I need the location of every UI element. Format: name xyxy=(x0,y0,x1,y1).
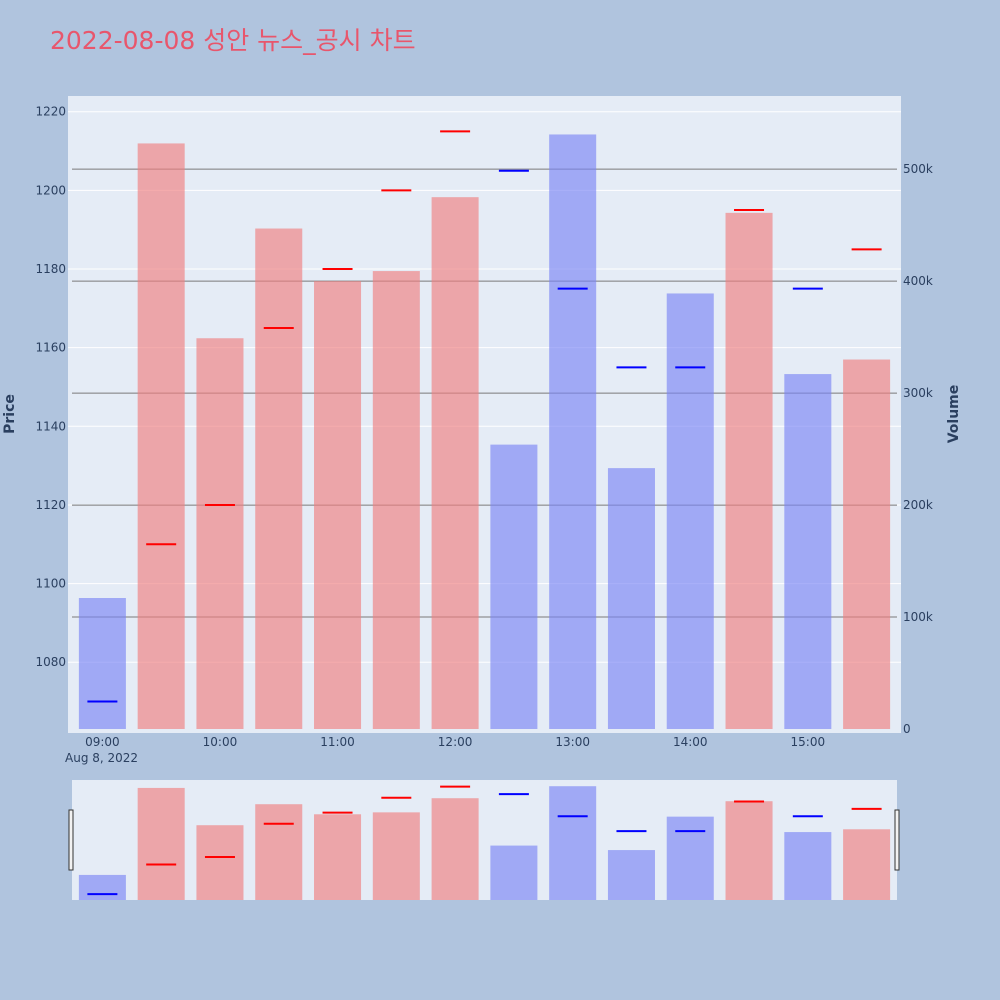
mini-volume-bar xyxy=(137,787,185,900)
price-tick-label: 1200 xyxy=(35,183,66,197)
volume-bar xyxy=(843,359,891,729)
mini-volume-bar xyxy=(255,804,303,900)
volume-bar xyxy=(255,228,303,729)
volume-axis: 0 100k 200k 300k 400k 500k xyxy=(903,162,933,736)
mini-volume-bar xyxy=(549,786,597,900)
price-tick-label: 1180 xyxy=(35,262,66,276)
volume-bar xyxy=(784,374,832,729)
volume-tick-label: 200k xyxy=(903,498,933,512)
mini-volume-bar xyxy=(725,801,773,900)
range-slider-left-handle[interactable] xyxy=(68,809,74,871)
time-axis: 09:00 10:00 11:00 12:00 13:00 14:00 15:00 xyxy=(85,735,825,749)
mini-volume-bar xyxy=(314,814,362,900)
volume-bar xyxy=(314,281,362,729)
price-tick-label: 1140 xyxy=(35,419,66,433)
volume-axis-title: Volume xyxy=(946,385,962,444)
volume-bar xyxy=(137,143,185,730)
time-tick-label: 10:00 xyxy=(203,735,238,749)
volume-bar xyxy=(431,197,479,729)
volume-bar xyxy=(490,444,538,729)
price-tick-label: 1120 xyxy=(35,498,66,512)
volume-bar xyxy=(666,293,714,729)
volume-bar xyxy=(372,271,420,729)
mini-volume-bar xyxy=(607,850,655,900)
volume-tick-label: 300k xyxy=(903,386,933,400)
price-tick-label: 1160 xyxy=(35,341,66,355)
volume-tick-label: 400k xyxy=(903,274,933,288)
mini-volume-bar xyxy=(490,845,538,900)
mini-volume-bar xyxy=(843,829,891,900)
time-tick-label: 12:00 xyxy=(438,735,473,749)
volume-tick-label: 500k xyxy=(903,162,933,176)
volume-bar xyxy=(196,338,244,729)
date-label: Aug 8, 2022 xyxy=(65,751,138,765)
range-slider-markers xyxy=(87,785,882,896)
volume-bar xyxy=(549,134,597,729)
range-slider-bars xyxy=(78,786,891,900)
time-tick-label: 09:00 xyxy=(85,735,120,749)
range-slider-right-handle[interactable] xyxy=(894,809,900,871)
volume-bars xyxy=(78,134,891,730)
chart-title: 2022-08-08 성안 뉴스_공시 차트 xyxy=(50,26,416,55)
price-tick-label: 1100 xyxy=(35,577,66,591)
volume-bar xyxy=(725,212,773,729)
mini-volume-bar xyxy=(666,816,714,900)
price-axis-title: Price xyxy=(2,394,18,434)
price-tick-label: 1080 xyxy=(35,655,66,669)
time-tick-label: 11:00 xyxy=(320,735,355,749)
mini-volume-bar xyxy=(196,825,244,900)
volume-tick-label: 0 xyxy=(903,722,911,736)
mini-volume-bar xyxy=(784,832,832,900)
volume-bar xyxy=(78,598,126,729)
time-tick-label: 15:00 xyxy=(791,735,826,749)
price-markers xyxy=(87,130,882,703)
price-tick-label: 1220 xyxy=(35,105,66,119)
mini-volume-bar xyxy=(78,874,126,900)
range-slider[interactable] xyxy=(72,780,897,900)
main-plot-area xyxy=(68,96,901,733)
price-axis: 1080 1100 1120 1140 1160 1180 1200 1220 xyxy=(35,105,66,669)
volume-bar xyxy=(607,468,655,729)
mini-volume-bar xyxy=(431,798,479,900)
time-tick-label: 13:00 xyxy=(555,735,590,749)
volume-tick-label: 100k xyxy=(903,610,933,624)
mini-volume-bar xyxy=(372,812,420,900)
time-tick-label: 14:00 xyxy=(673,735,708,749)
